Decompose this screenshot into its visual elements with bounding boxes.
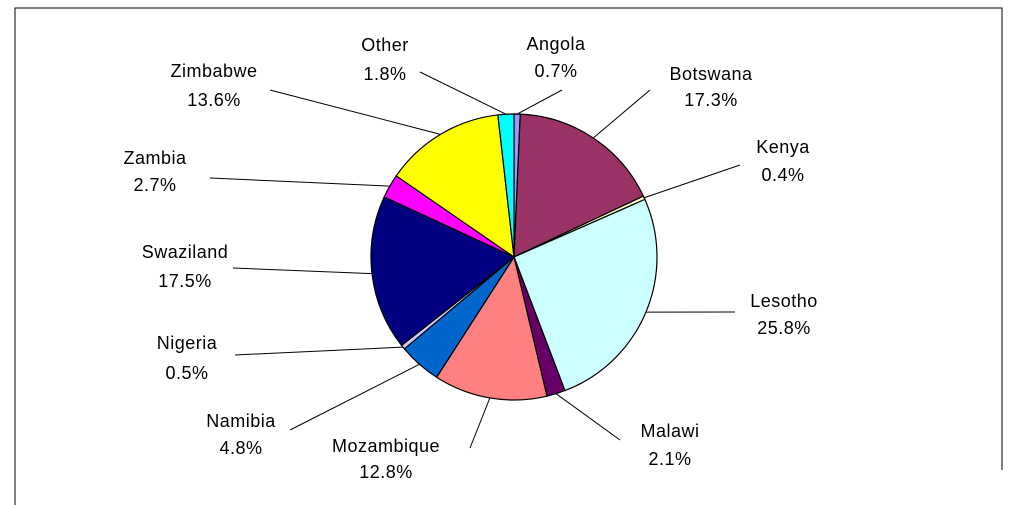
slice-label: Zimbabwe	[170, 61, 257, 81]
slice-label: Mozambique	[332, 436, 440, 456]
slice-value-label: 0.7%	[534, 61, 577, 81]
pie-slice	[513, 113, 645, 258]
slice-label: Other	[361, 35, 409, 55]
leader-line	[555, 393, 621, 441]
leader-line	[269, 89, 441, 135]
pie-slice	[435, 255, 548, 401]
leader-line	[516, 89, 563, 115]
leader-line	[469, 397, 491, 449]
pie-slice	[370, 196, 516, 347]
slice-value-label: 25.8%	[757, 318, 811, 338]
slice-label: Lesotho	[750, 291, 818, 311]
slice-label: Nigeria	[157, 333, 218, 353]
slice-label: Botswana	[669, 64, 753, 84]
slice-label: Kenya	[756, 137, 810, 157]
leader-line	[592, 89, 651, 139]
slice-value-label: 12.8%	[359, 462, 413, 482]
slice-value-label: 4.8%	[219, 438, 262, 458]
slice-value-label: 1.8%	[363, 64, 406, 84]
slice-value-label: 17.5%	[158, 271, 212, 291]
pie-slice	[497, 113, 515, 258]
leader-line	[232, 267, 372, 275]
leader-line	[209, 177, 390, 187]
leader-line	[419, 71, 507, 115]
leader-line	[234, 346, 403, 356]
leader-line	[643, 164, 741, 199]
slice-value-label: 17.3%	[684, 90, 738, 110]
slice-value-label: 2.7%	[133, 175, 176, 195]
slice-value-label: 0.5%	[165, 363, 208, 383]
slice-label: Namibia	[206, 411, 276, 431]
chart-frame	[14, 7, 1003, 505]
slice-value-label: 0.4%	[761, 165, 804, 185]
pie-slice	[395, 114, 515, 259]
slice-label: Angola	[526, 34, 586, 54]
slice-label: Malawi	[640, 421, 699, 441]
slice-value-label: 13.6%	[187, 90, 241, 110]
slice-value-label: 2.1%	[648, 449, 691, 469]
slice-label: Zambia	[123, 148, 187, 168]
slice-label: Swaziland	[142, 242, 229, 262]
leader-line	[289, 363, 420, 431]
